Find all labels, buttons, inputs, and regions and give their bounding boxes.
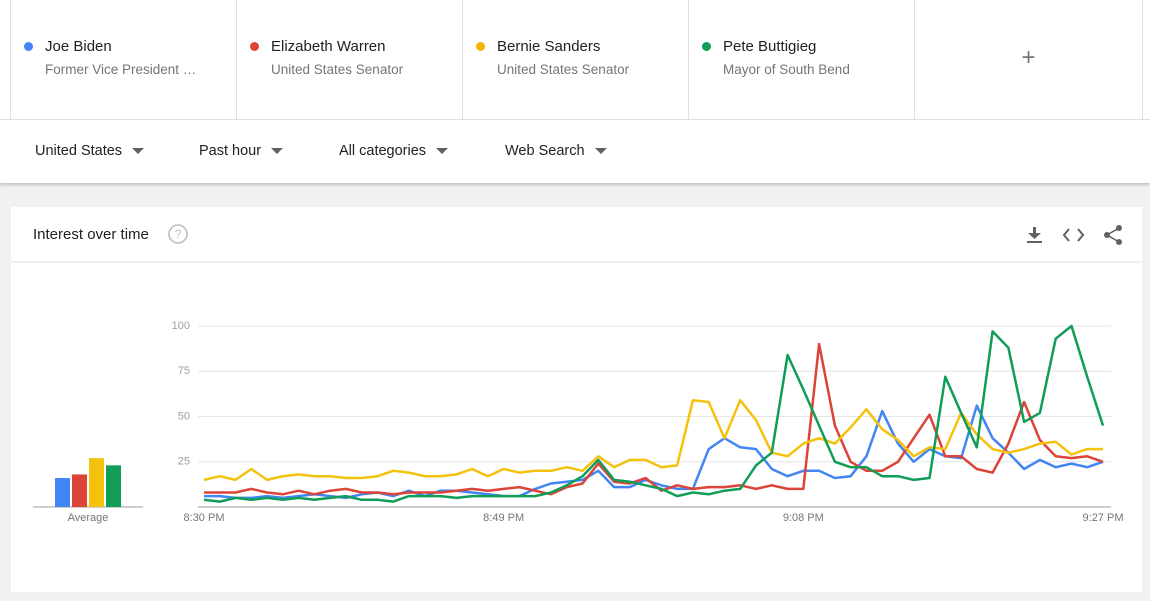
- series-line: [204, 342, 1104, 496]
- embed-icon[interactable]: [1062, 228, 1085, 242]
- average-label: Average: [68, 512, 109, 524]
- y-tick-label: 100: [172, 320, 190, 332]
- download-icon[interactable]: [1027, 227, 1042, 243]
- term-dot: [702, 42, 711, 51]
- series-line: [203, 324, 1105, 503]
- term-name: Joe Biden: [45, 38, 112, 55]
- average-bar: [72, 474, 87, 507]
- filter[interactable]: United States: [35, 143, 144, 159]
- share-icon[interactable]: [1104, 225, 1122, 245]
- filter[interactable]: All categories: [339, 143, 448, 159]
- term[interactable]: Bernie Sanders United States Senator: [462, 0, 688, 119]
- term-name: Elizabeth Warren: [271, 38, 386, 55]
- term[interactable]: Pete Buttigieg Mayor of South Bend: [688, 0, 914, 119]
- terms-bar: Joe Biden Former Vice President … Elizabe…: [0, 0, 1150, 120]
- filters-bar: United States Past hour All categories W…: [0, 120, 1150, 183]
- x-tick-label: 9:08 PM: [783, 512, 824, 524]
- series-line: [203, 398, 1103, 482]
- card: Interest over time ? 25 50 75 100 8:30 PM 8:4…: [11, 207, 1142, 592]
- add-icon: +: [1021, 44, 1036, 71]
- help-icon[interactable]: ?: [168, 224, 188, 244]
- term-description: Former Vice President …: [45, 62, 197, 77]
- term-description: Mayor of South Bend: [723, 62, 850, 77]
- filter[interactable]: Past hour: [199, 143, 283, 159]
- x-tick-label: 8:49 PM: [483, 512, 524, 524]
- term-description: United States Senator: [497, 62, 630, 77]
- y-tick-label: 25: [178, 456, 190, 468]
- term-dot: [250, 42, 259, 51]
- term-dot: [476, 42, 485, 51]
- x-tick-label: 9:27 PM: [1083, 512, 1124, 524]
- average-bar: [55, 478, 70, 507]
- svg-text:?: ?: [175, 227, 182, 241]
- term-description: United States Senator: [271, 62, 404, 77]
- term-name: Bernie Sanders: [497, 38, 601, 55]
- y-tick-label: 50: [178, 410, 190, 422]
- average-bar: [89, 458, 104, 507]
- x-tick-label: 8:30 PM: [184, 512, 225, 524]
- term-name: Pete Buttigieg: [723, 38, 817, 55]
- term[interactable]: Joe Biden Former Vice President …: [10, 0, 236, 119]
- term-dot: [24, 42, 33, 51]
- y-tick-label: 75: [178, 365, 190, 377]
- card-bg: [11, 207, 1142, 592]
- average-bar: [106, 465, 121, 507]
- term[interactable]: Elizabeth Warren United States Senator: [236, 0, 462, 119]
- add-term[interactable]: +: [914, 0, 1143, 119]
- card-title: Interest over time: [33, 226, 149, 243]
- filter[interactable]: Web Search: [505, 143, 607, 159]
